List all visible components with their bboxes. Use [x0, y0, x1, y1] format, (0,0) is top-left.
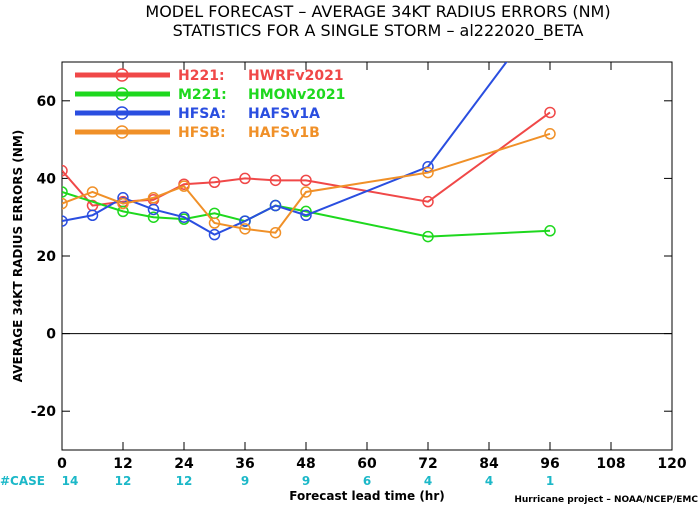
legend-marker	[115, 87, 129, 101]
chart-title: MODEL FORECAST – AVERAGE 34KT RADIUS ERR…	[145, 2, 610, 21]
series-point	[147, 192, 160, 204]
series-layer	[62, 62, 556, 243]
series-point	[86, 186, 99, 198]
credit-text: Hurricane project – NOAA/NCEP/EMC	[514, 495, 698, 505]
x-axis: 0 12 24 36 48 60 72 84 96 108 120	[57, 62, 687, 472]
series-point	[86, 209, 99, 222]
series-point	[62, 164, 68, 177]
case-count: 6	[363, 474, 371, 488]
legend-name: M221:	[178, 87, 227, 103]
case-count: 9	[241, 474, 249, 488]
x-tick-label: 60	[357, 456, 377, 472]
case-count: 1	[546, 474, 554, 488]
legend-name: HFSA:	[178, 106, 226, 122]
series-point	[544, 225, 556, 237]
series-point	[422, 166, 434, 179]
case-count: 12	[115, 474, 132, 488]
series-point	[178, 211, 190, 223]
series-point	[544, 106, 556, 119]
x-tick-label: 96	[540, 456, 559, 472]
series-point	[239, 172, 251, 185]
x-tick-label: 36	[235, 456, 254, 472]
y-tick-label: 60	[37, 94, 57, 110]
case-count: 12	[176, 474, 193, 488]
series-line	[62, 191, 551, 238]
series-line	[62, 62, 508, 236]
series-point	[208, 217, 221, 229]
case-count: 4	[424, 474, 432, 488]
series-point	[117, 197, 129, 210]
case-label: #CASE	[0, 474, 45, 488]
series-point	[117, 205, 129, 218]
series-point	[239, 215, 251, 227]
series-point	[422, 195, 434, 208]
series-point	[300, 205, 312, 218]
case-count: 4	[485, 474, 493, 488]
x-tick-label: 48	[296, 456, 315, 472]
series-point	[147, 211, 160, 223]
series-point	[300, 209, 312, 222]
series-point	[300, 174, 312, 187]
series-point	[239, 223, 251, 235]
case-count: 14	[62, 474, 79, 488]
legend-label: HAFSv1A	[248, 106, 320, 122]
x-axis-label: Forecast lead time (hr)	[289, 489, 445, 503]
series-point	[62, 197, 68, 210]
legend: H221: HWRFv2021 M221: HMONv2021 HFSA: HAFSv1A…	[75, 68, 345, 141]
series-point	[544, 128, 556, 140]
case-count: 9	[302, 474, 310, 488]
x-tick-label: 12	[113, 456, 132, 472]
legend-marker	[115, 125, 129, 139]
legend-marker	[115, 106, 129, 120]
x-tick-label: 108	[596, 456, 625, 472]
legend-name: HFSB:	[178, 125, 226, 141]
series-point	[269, 226, 282, 239]
legend-marker	[115, 68, 129, 82]
series-point	[62, 215, 68, 227]
x-tick-label: 120	[657, 456, 686, 472]
y-tick-label: 40	[37, 171, 57, 187]
series-point	[208, 176, 221, 189]
legend-label: HMONv2021	[248, 87, 345, 103]
series-point	[147, 203, 160, 216]
series-point	[269, 199, 282, 212]
x-tick-label: 24	[174, 456, 194, 472]
series-point	[300, 186, 312, 198]
y-axis: -20 0 20 40 60	[31, 94, 672, 420]
case-counts: #CASE 14 12 12 9 9 6 4 4 1	[0, 474, 554, 488]
y-tick-label: 20	[37, 249, 57, 265]
plot-frame	[61, 61, 673, 451]
y-axis-label: AVERAGE 34KT RADIUS ERRORS (NM)	[11, 130, 25, 382]
legend-label: HWRFv2021	[248, 68, 344, 84]
chart-subtitle: STATISTICS FOR A SINGLE STORM – al222020…	[173, 21, 584, 41]
series-point	[178, 180, 190, 192]
series-point	[62, 186, 68, 198]
y-tick-label: 0	[46, 327, 56, 343]
series-point	[208, 228, 221, 241]
x-tick-label: 0	[57, 456, 67, 472]
y-tick-label: -20	[31, 404, 57, 420]
legend-label: HAFSv1B	[248, 125, 320, 141]
series-point	[269, 174, 282, 187]
x-tick-label: 84	[479, 456, 499, 472]
legend-name: H221:	[178, 68, 225, 84]
x-tick-label: 72	[418, 456, 437, 472]
series-line	[62, 132, 551, 234]
series-point	[422, 230, 434, 243]
